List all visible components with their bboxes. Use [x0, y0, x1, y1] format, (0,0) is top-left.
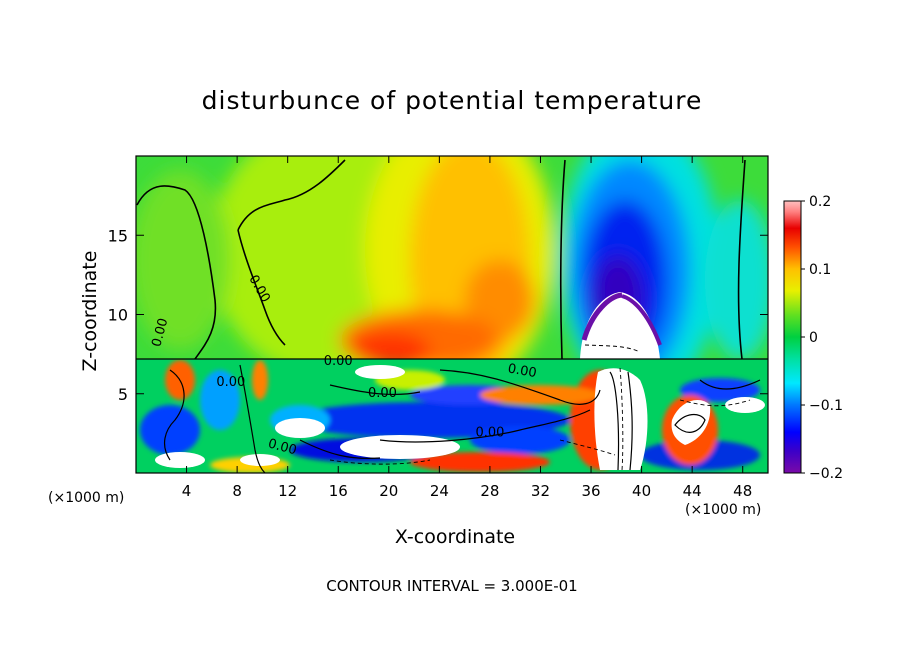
contour-label: 0.00 — [216, 375, 245, 390]
x-tick-label: 16 — [329, 482, 348, 500]
x-tick-label: 44 — [683, 482, 702, 500]
chart-title: disturbunce of potential temperature — [201, 86, 703, 115]
x-tick-label: 20 — [379, 482, 398, 500]
contour-labels: 0.000.000.000.000.000.000.000.00 — [149, 273, 537, 459]
y-tick-label: 5 — [118, 385, 128, 404]
y-tick-label: 15 — [108, 226, 128, 245]
colorbar-tick-label: −0.2 — [809, 466, 843, 482]
x-tick-label: 28 — [480, 482, 499, 500]
upper-field — [136, 156, 768, 359]
contour-label: 0.00 — [324, 354, 353, 369]
colorbar-tick-label: 0.1 — [809, 262, 831, 278]
x-unit-left: (×1000 m) — [48, 490, 125, 506]
x-tick-label: 8 — [232, 482, 242, 500]
colorbar-ticks: 0.2 0.1 0 −0.1 −0.2 — [801, 194, 843, 482]
colorbar-tick-label: 0 — [809, 330, 818, 346]
x-tick-label: 36 — [581, 482, 600, 500]
colorbar-tick-label: −0.1 — [809, 398, 843, 414]
lower-field — [136, 359, 768, 473]
x-axis: 4 8 12 16 20 24 28 32 36 40 44 48 — [182, 156, 752, 500]
y-axis: 5 10 15 — [108, 226, 768, 404]
x-tick-label: 12 — [278, 482, 297, 500]
contour-interval: CONTOUR INTERVAL = 3.000E-01 — [326, 577, 578, 595]
x-unit-right: (×1000 m) — [685, 502, 762, 518]
x-tick-label: 32 — [531, 482, 550, 500]
x-tick-label: 4 — [182, 482, 192, 500]
contour-label: 0.00 — [266, 436, 298, 458]
contour-label: 0.00 — [149, 317, 171, 349]
contour-label: 0.00 — [475, 426, 504, 441]
x-axis-label: X-coordinate — [394, 526, 516, 548]
y-tick-label: 10 — [108, 306, 128, 325]
contour-label: 0.00 — [368, 386, 397, 401]
y-axis-label: Z-coordinate — [79, 250, 101, 372]
contour-label: 0.00 — [507, 361, 538, 381]
x-tick-label: 48 — [733, 482, 752, 500]
colorbar — [783, 200, 802, 474]
x-tick-label: 40 — [632, 482, 651, 500]
colorbar-tick-label: 0.2 — [809, 194, 831, 210]
x-tick-label: 24 — [430, 482, 449, 500]
